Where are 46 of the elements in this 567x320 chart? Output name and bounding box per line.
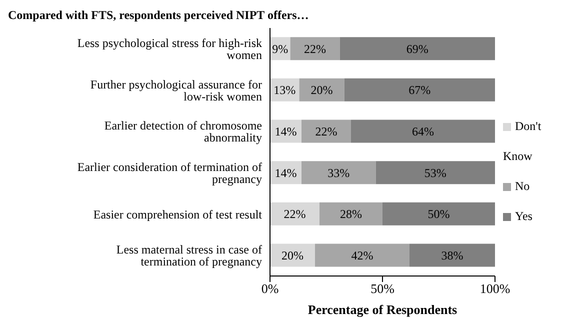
y-tick-label: Less maternal stress in case of termination of pregnancy xyxy=(116,242,262,269)
data-label: 20% xyxy=(282,248,304,263)
data-label: 9% xyxy=(272,42,288,56)
data-label: 50% xyxy=(428,207,450,222)
data-label: 22% xyxy=(284,207,306,222)
data-label: 69% xyxy=(406,42,428,56)
data-label: 14% xyxy=(274,124,297,139)
data-label: 28% xyxy=(340,207,362,222)
text: Don't Know xyxy=(503,119,542,163)
x-tick-label: 100% xyxy=(480,281,510,296)
x-tick-label: 50% xyxy=(370,281,395,296)
bar xyxy=(270,244,315,267)
y-tick-label: Less psychological stress for high-risk women xyxy=(77,36,262,62)
data-label: 13% xyxy=(274,83,296,98)
data-label: 22% xyxy=(304,42,326,56)
data-label: 64% xyxy=(412,124,434,139)
data-label: 20% xyxy=(310,83,333,98)
y-tick-label: Easier comprehension of test result xyxy=(93,207,263,222)
bar xyxy=(340,37,495,60)
data-label: 33% xyxy=(328,166,350,180)
data-label: 67% xyxy=(408,83,431,98)
bar xyxy=(302,120,351,143)
legend-label: Yes xyxy=(515,209,532,223)
y-tick-label: Further psychological assurance for low-risk women xyxy=(90,77,262,104)
data-label: 53% xyxy=(424,166,446,180)
data-label: 42% xyxy=(351,248,374,263)
bar xyxy=(302,161,376,184)
legend-label: No xyxy=(515,179,530,193)
data-label: 14% xyxy=(274,166,297,180)
bar xyxy=(315,244,410,267)
bar xyxy=(320,202,382,226)
bar xyxy=(270,202,320,226)
data-label: 22% xyxy=(315,124,338,139)
bar xyxy=(299,78,344,102)
bar xyxy=(290,37,340,60)
bar xyxy=(410,244,495,267)
x-tick-label: 0% xyxy=(261,281,279,296)
y-tick-label: Earlier consideration of termination of pregnancy xyxy=(77,160,262,186)
bar xyxy=(351,120,495,143)
data-label: 38% xyxy=(441,248,464,263)
bar xyxy=(382,202,495,226)
x-axis-title: Percentage of Respondents xyxy=(308,302,458,317)
y-tick-label: Earlier detection of chromosome abnormality xyxy=(104,118,262,145)
bar xyxy=(376,161,495,184)
text: Compared with FTS, respondents perceived NIPT offers… xyxy=(8,8,310,24)
bar xyxy=(344,78,495,102)
